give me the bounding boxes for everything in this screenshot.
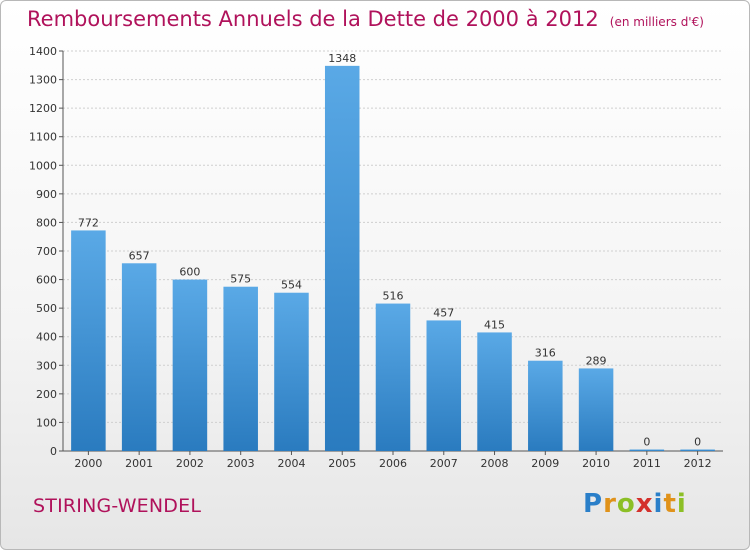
data-label: 0 [643,436,650,449]
x-tick-label: 2001 [125,457,153,470]
bar-2008 [477,332,512,451]
y-tick-label: 700 [36,245,57,258]
x-tick-label: 2011 [633,457,661,470]
brand-letter: t [663,489,677,519]
bar-2004 [274,292,309,451]
brand-letter: P [583,489,604,519]
data-label: 0 [694,436,701,449]
y-tick-label: 1000 [29,159,57,172]
chart-subtitle: (en milliers d'€) [609,15,704,29]
y-tick-label: 800 [36,216,57,229]
y-tick-label: 200 [36,388,57,401]
data-label: 554 [281,279,302,292]
x-tick-label: 2004 [277,457,305,470]
x-tick-label: 2012 [684,457,712,470]
chart-title: Remboursements Annuels de la Dette de 20… [27,7,599,31]
x-tick-label: 2000 [74,457,102,470]
brand-letter: i [676,489,687,519]
brand-letter: x [635,489,654,519]
y-tick-label: 500 [36,302,57,315]
y-tick-label: 100 [36,416,57,429]
bar-2007 [426,320,462,451]
y-tick-label: 400 [36,331,57,344]
x-tick-label: 2002 [176,457,204,470]
bar-2000 [71,230,106,451]
y-tick-label: 1100 [29,131,57,144]
x-tick-label: 2007 [430,457,458,470]
data-label: 316 [535,347,556,360]
y-tick-label: 900 [36,188,57,201]
bar-2002 [172,279,208,451]
y-tick-label: 600 [36,274,57,287]
bar-2012 [680,449,715,451]
data-label: 516 [383,290,404,303]
y-tick-label: 1200 [29,102,57,115]
x-tick-label: 2003 [227,457,255,470]
data-label: 657 [129,249,150,262]
brand-letter: o [616,489,636,519]
data-label: 289 [586,354,607,367]
bar-2003 [223,286,258,451]
bar-2009 [528,360,563,451]
data-label: 600 [179,266,200,279]
bar-2001 [121,263,157,451]
city-name: STIRING-WENDEL [33,495,202,517]
brand-letter: i [653,489,664,519]
y-tick-label: 0 [50,445,57,458]
y-tick-label: 1300 [29,74,57,87]
data-label: 457 [433,306,454,319]
data-label: 415 [484,318,505,331]
data-label: 575 [230,273,251,286]
title-block: Remboursements Annuels de la Dette de 20… [27,7,704,31]
bar-2006 [375,303,411,451]
x-tick-label: 2006 [379,457,407,470]
x-tick-label: 2010 [582,457,610,470]
bar-2011 [629,449,665,451]
bars [71,65,715,451]
y-tick-label: 300 [36,359,57,372]
bar-2005 [324,65,360,451]
brand-letter: r [603,489,617,519]
data-label: 1348 [328,52,356,65]
x-tick-label: 2009 [531,457,559,470]
x-tick-label: 2005 [328,457,356,470]
data-label: 772 [78,216,99,229]
bar-2010 [578,368,614,451]
x-tick-label: 2008 [481,457,509,470]
labels: 0100200300400500600700800900100011001200… [29,45,712,470]
brand-logo: Proxiti [583,489,687,519]
y-tick-label: 1400 [29,45,57,58]
